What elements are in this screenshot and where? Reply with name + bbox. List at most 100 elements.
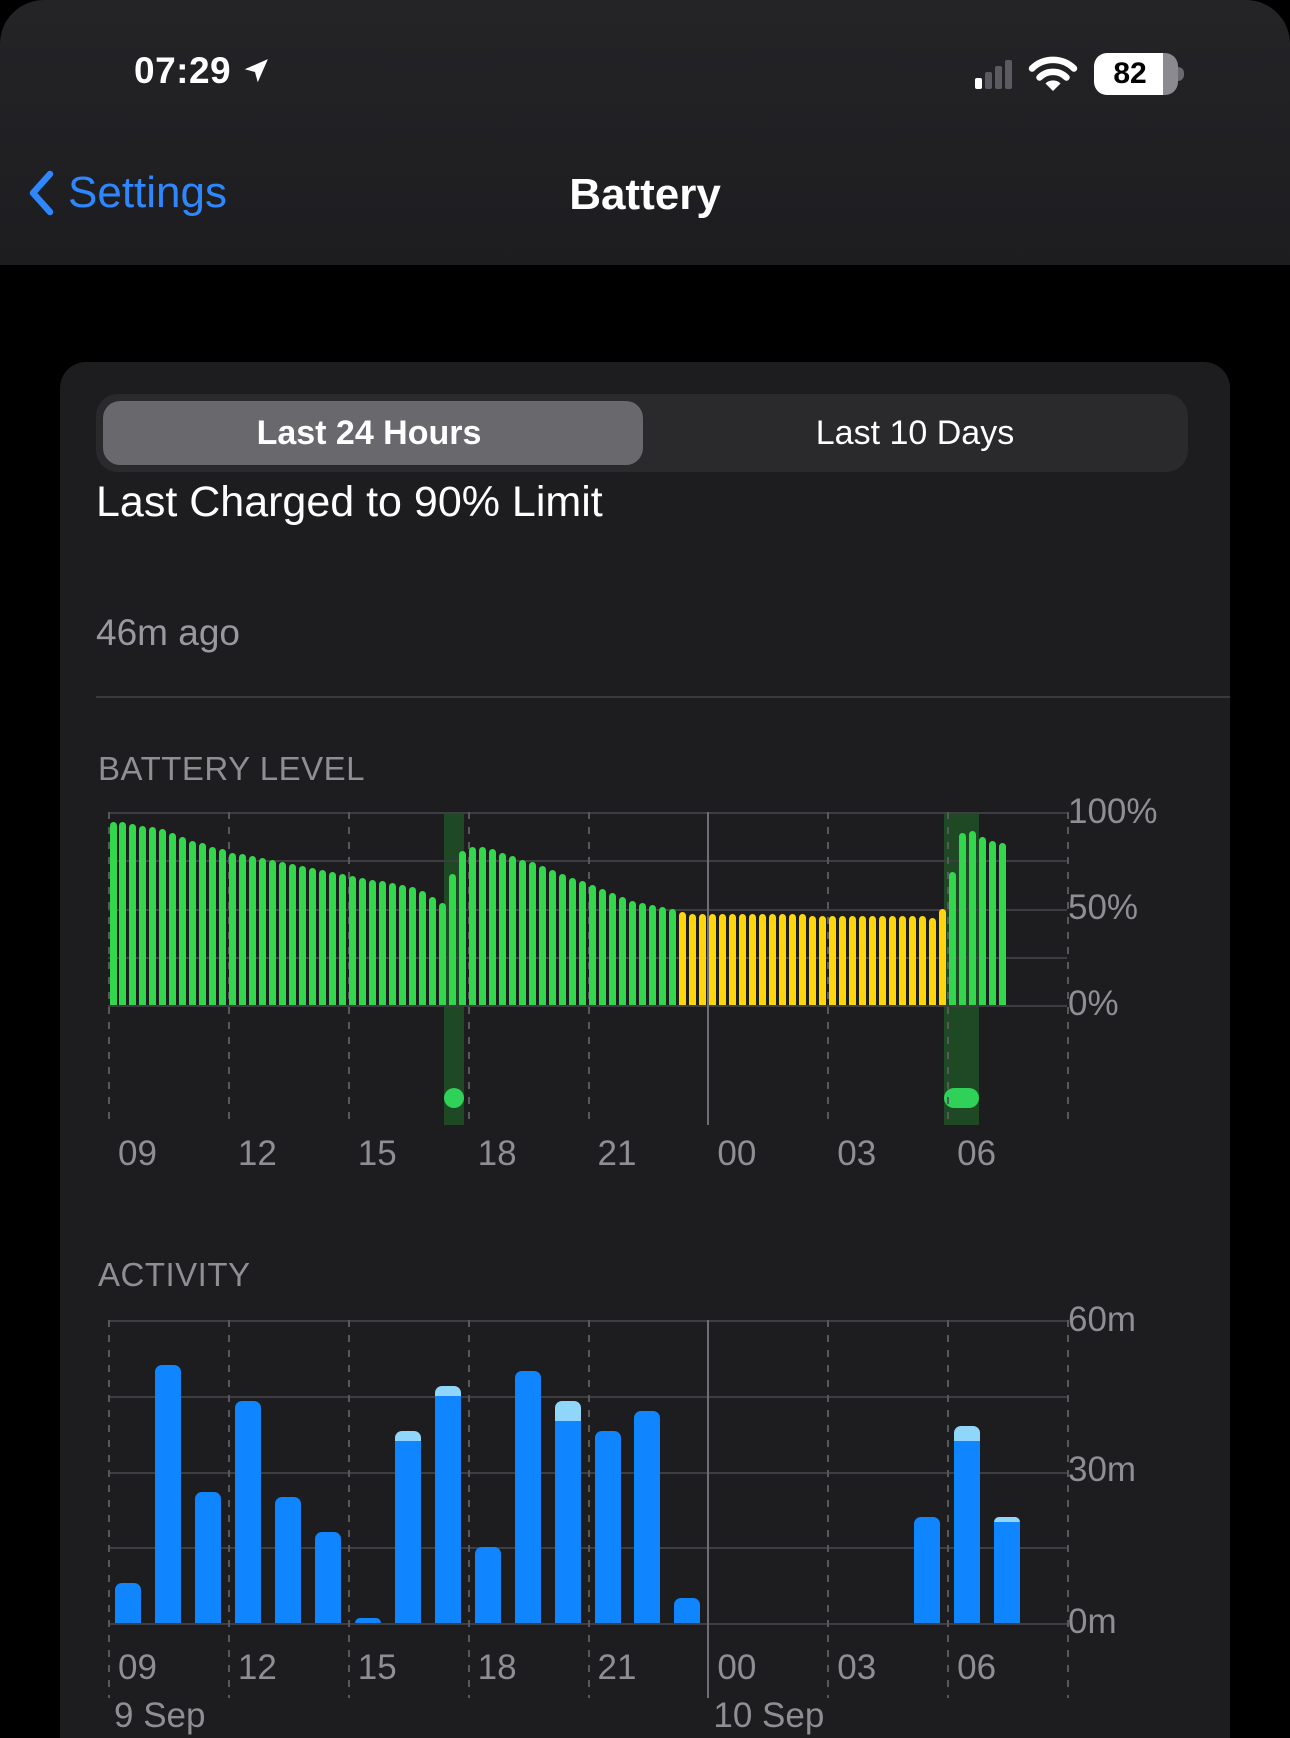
battery-level-bar [848, 916, 856, 1005]
battery-level-bar [988, 840, 996, 1005]
battery-level-bar [539, 866, 547, 1005]
battery-percent-text: 82 [1113, 57, 1147, 90]
battery-level-bar [708, 914, 716, 1005]
gridline-vertical [108, 812, 110, 1125]
charging-indicator-pill [944, 1088, 980, 1108]
activity-bar-screen-on [474, 1547, 501, 1623]
activity-bar-screen-on [994, 1521, 1021, 1623]
gridline-vertical [827, 812, 830, 1125]
battery-level-bar [838, 916, 846, 1005]
activity-bar [434, 1385, 461, 1623]
battery-level-bar [269, 860, 277, 1005]
battery-level-bar [129, 823, 137, 1005]
activity-bar-screen-off-cap [994, 1516, 1021, 1522]
activity-bar-screen-on [194, 1491, 221, 1623]
y-axis-label: 60m [1068, 1300, 1137, 1339]
battery-level-bar [449, 873, 457, 1005]
activity-bar-screen-on [354, 1617, 381, 1623]
battery-level-bar [579, 881, 586, 1005]
battery-level-bar [379, 881, 387, 1005]
battery-level-bar [818, 916, 826, 1005]
battery-level-bar [489, 848, 497, 1005]
battery-level-bar [249, 856, 257, 1005]
activity-bar [234, 1400, 261, 1623]
activity-bar [954, 1426, 981, 1623]
activity-bar [514, 1370, 541, 1623]
battery-level-bar [668, 908, 676, 1005]
time-range-segmented-control: Last 24 Hours Last 10 Days [96, 394, 1188, 472]
x-axis-label: 12 [237, 1134, 277, 1173]
battery-level-bar [908, 916, 916, 1005]
status-bar: 07:29 82 [0, 44, 1290, 104]
gridline-midnight [707, 812, 710, 1125]
battery-level-bar [569, 877, 577, 1005]
battery-level-bar [958, 833, 966, 1005]
battery-level-bar [868, 916, 876, 1005]
battery-level-bar [598, 889, 606, 1005]
activity-bar [354, 1617, 381, 1623]
activity-bar-screen-on [674, 1597, 701, 1623]
activity-bar [994, 1516, 1021, 1623]
date-label: 10 Sep [713, 1696, 825, 1735]
battery-level-bar [359, 877, 367, 1005]
gridline-vertical [947, 1320, 950, 1698]
battery-level-bar [139, 825, 147, 1005]
x-axis-label: 21 [597, 1134, 637, 1173]
battery-level-bar [928, 918, 936, 1005]
wifi-icon [1028, 56, 1078, 91]
activity-bar-screen-on [394, 1441, 421, 1623]
tab-last-10-days[interactable]: Last 10 Days [642, 394, 1188, 472]
x-axis-label: 18 [477, 1648, 517, 1687]
battery-level-bar [688, 914, 696, 1005]
battery-level-bar [469, 846, 477, 1005]
y-axis-label: 30m [1068, 1450, 1137, 1489]
last-charged-subtitle: 46m ago [96, 612, 240, 653]
battery-level-bar [439, 902, 447, 1005]
battery-level-bar [169, 833, 177, 1005]
activity-bar-screen-on [314, 1532, 341, 1623]
gridline-vertical [347, 812, 350, 1125]
battery-level-bar [998, 842, 1006, 1005]
back-button[interactable]: Settings [28, 168, 227, 218]
page-title: Battery [569, 170, 721, 219]
battery-level-bar [179, 837, 187, 1005]
battery-level-bar [519, 860, 527, 1005]
battery-level-bar [289, 864, 297, 1005]
battery-level-bar [389, 883, 397, 1005]
battery-level-bar [119, 821, 127, 1005]
activity-bar-screen-on [434, 1395, 461, 1623]
battery-status-icon: 82 [1094, 53, 1190, 95]
activity-bar [274, 1496, 301, 1623]
x-axis-label: 21 [597, 1648, 637, 1687]
activity-bar [914, 1516, 941, 1623]
battery-level-bar [888, 916, 896, 1005]
battery-level-bar [878, 916, 886, 1005]
battery-level-bar [768, 914, 776, 1005]
battery-level-bar [229, 852, 237, 1005]
battery-level-bar [349, 875, 357, 1005]
battery-level-bar [509, 856, 517, 1005]
battery-level-bar [149, 827, 157, 1005]
activity-bar-screen-on [914, 1516, 941, 1623]
gridline-vertical [347, 1320, 350, 1698]
y-axis-label: 0% [1068, 984, 1119, 1023]
header: 07:29 82 [0, 0, 1290, 265]
tab-last-24-hours[interactable]: Last 24 Hours [96, 394, 642, 472]
chevron-left-icon [29, 170, 54, 216]
activity-bar-screen-off-cap [954, 1426, 981, 1442]
battery-level-bar [658, 906, 666, 1005]
battery-level-bar [339, 873, 347, 1005]
activity-bar-screen-on [514, 1370, 541, 1623]
activity-bar-screen-on [634, 1410, 661, 1623]
x-axis-label: 15 [357, 1648, 397, 1687]
battery-level-bar [199, 842, 207, 1005]
battery-level-bar [918, 916, 926, 1005]
battery-level-bar [798, 914, 806, 1005]
last-charged-title: Last Charged to 90% Limit [96, 478, 603, 526]
activity-bar-screen-on [594, 1431, 621, 1623]
battery-level-bar [698, 914, 706, 1005]
battery-level-bar [259, 858, 267, 1005]
gridline-vertical [467, 1320, 470, 1698]
activity-bar-screen-off-cap [554, 1400, 581, 1421]
battery-level-bar [938, 908, 946, 1005]
